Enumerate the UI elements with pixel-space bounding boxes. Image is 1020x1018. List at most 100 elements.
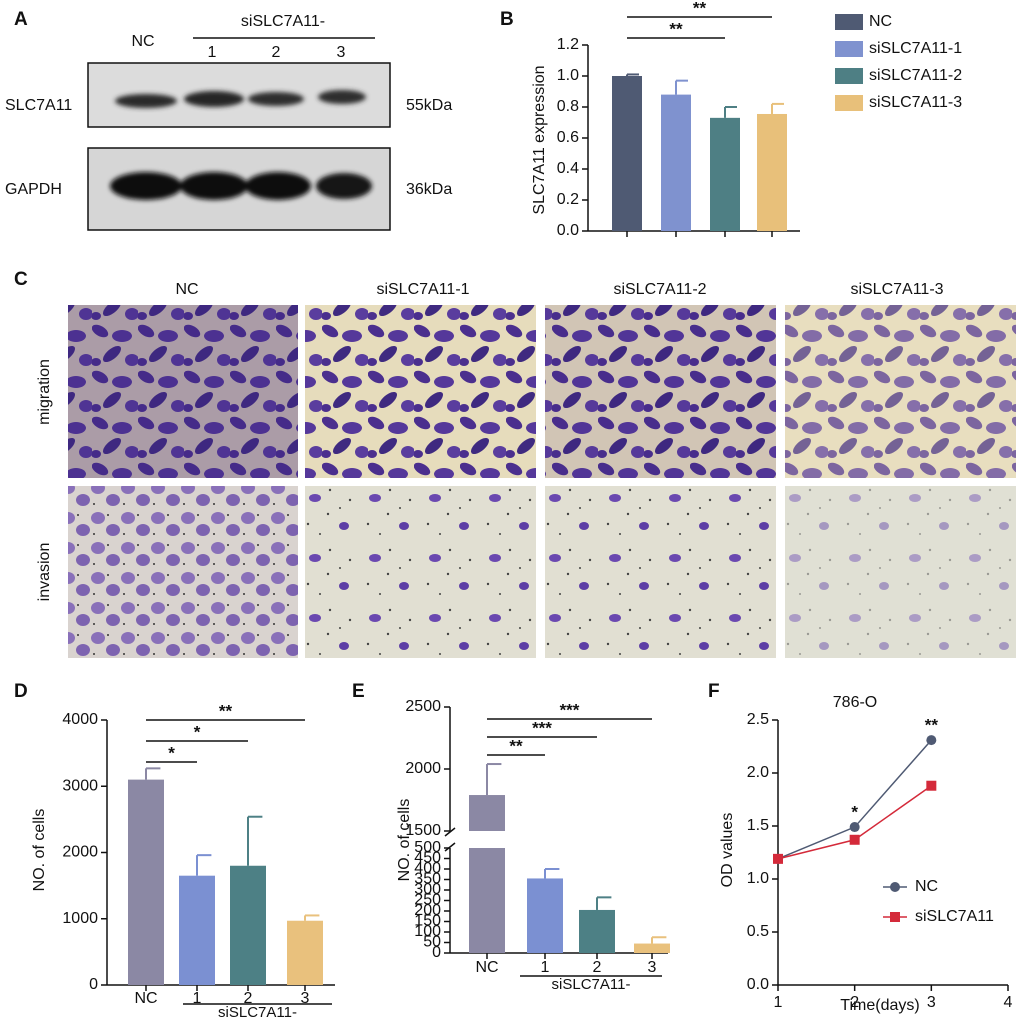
legend-swatch bbox=[835, 95, 863, 111]
significance-label: *** bbox=[560, 700, 580, 719]
legend-label: NC bbox=[915, 878, 938, 895]
x-tick-label: 2 bbox=[593, 959, 602, 976]
group-label: siSLC7A11- bbox=[552, 976, 631, 993]
bar bbox=[757, 113, 787, 231]
legend-marker bbox=[890, 912, 900, 922]
bar bbox=[469, 795, 505, 831]
x-tick-label: 3 bbox=[927, 994, 936, 1011]
bar bbox=[710, 117, 740, 231]
y-tick-label: 450 bbox=[414, 850, 441, 867]
x-tick-label: 1 bbox=[541, 959, 550, 976]
protein-label: SLC7A11 bbox=[5, 97, 72, 114]
y-axis-label: OD values bbox=[719, 813, 736, 888]
significance-label: * bbox=[851, 803, 858, 822]
group-label: siSLC7A11- bbox=[218, 1004, 297, 1018]
y-tick-label: 1.0 bbox=[747, 870, 769, 887]
y-tick-label: 1500 bbox=[405, 822, 441, 839]
bar bbox=[612, 76, 642, 231]
column-label: siSLC7A11-2 bbox=[613, 281, 706, 298]
y-tick-label: 2000 bbox=[62, 844, 98, 861]
y-tick-label: 2500 bbox=[405, 698, 441, 715]
marker bbox=[926, 735, 937, 746]
bar bbox=[128, 779, 164, 985]
column-label: NC bbox=[175, 281, 198, 298]
x-axis-label: Time(days) bbox=[840, 997, 919, 1014]
legend-label: siSLC7A11-3 bbox=[869, 94, 962, 111]
bar bbox=[579, 909, 615, 953]
y-tick-label: 150 bbox=[414, 913, 441, 930]
bar bbox=[661, 94, 691, 231]
y-tick-label: 350 bbox=[414, 871, 441, 888]
panel-label: A bbox=[14, 9, 28, 30]
column-label: siSLC7A11-1 bbox=[376, 281, 469, 298]
y-tick-label: 1000 bbox=[62, 910, 98, 927]
y-tick-label: 0.2 bbox=[557, 191, 579, 208]
panel-label: F bbox=[708, 681, 720, 702]
y-axis-label: NO. of cells bbox=[31, 809, 48, 892]
y-tick-label: 0.5 bbox=[747, 923, 769, 940]
axis-break bbox=[444, 827, 456, 837]
row-label: migration bbox=[36, 359, 53, 425]
lane-label: NC bbox=[131, 33, 154, 50]
bar bbox=[469, 848, 505, 953]
y-tick-label: 0.0 bbox=[557, 222, 579, 239]
y-tick-label: 4000 bbox=[62, 711, 98, 728]
x-tick-label: NC bbox=[475, 959, 498, 976]
y-tick-label: 0.0 bbox=[747, 976, 769, 993]
x-tick-label: 2 bbox=[244, 990, 253, 1007]
legend-marker bbox=[890, 882, 900, 892]
axis-break bbox=[444, 842, 456, 852]
y-tick-label: 2.5 bbox=[747, 711, 769, 728]
protein-label: GAPDH bbox=[5, 181, 62, 198]
y-tick-label: 0 bbox=[432, 944, 441, 961]
significance-label: ** bbox=[925, 716, 939, 735]
chart-title: 786-O bbox=[833, 694, 877, 711]
x-tick-label: 4 bbox=[1004, 994, 1013, 1011]
y-tick-label: 200 bbox=[414, 902, 441, 919]
panel-label: C bbox=[14, 269, 28, 290]
significance-label: ** bbox=[693, 0, 707, 17]
y-tick-label: 2.0 bbox=[747, 764, 769, 781]
legend-label: siSLC7A11-2 bbox=[869, 67, 962, 84]
significance-label: * bbox=[168, 743, 175, 762]
y-tick-label: 50 bbox=[423, 934, 441, 951]
x-tick-label: NC bbox=[134, 990, 157, 1007]
size-label: 36kDa bbox=[406, 181, 452, 198]
y-tick-label: 1.2 bbox=[557, 36, 579, 53]
y-tick-label: 0.8 bbox=[557, 98, 579, 115]
y-tick-label: 3000 bbox=[62, 777, 98, 794]
size-label: 55kDa bbox=[406, 97, 452, 114]
group-label: siSLC7A11- bbox=[241, 13, 325, 30]
legend-label: siSLC7A11 bbox=[915, 908, 994, 925]
x-tick-label: 1 bbox=[774, 994, 783, 1011]
bar bbox=[287, 920, 323, 985]
x-tick-label: 1 bbox=[193, 990, 202, 1007]
marker bbox=[849, 834, 860, 845]
legend-swatch bbox=[835, 14, 863, 30]
y-tick-label: 0 bbox=[89, 976, 98, 993]
y-axis-label: NO. of cells bbox=[396, 799, 413, 882]
column-label: siSLC7A11-3 bbox=[850, 281, 943, 298]
significance-label: ** bbox=[219, 701, 233, 720]
row-label: invasion bbox=[36, 543, 53, 602]
y-axis-label: SLC7A11 expression bbox=[531, 65, 548, 214]
bar bbox=[527, 878, 563, 953]
significance-label: * bbox=[194, 722, 201, 741]
bar bbox=[179, 875, 215, 985]
bar bbox=[634, 943, 670, 953]
y-tick-label: 2000 bbox=[405, 760, 441, 777]
panel-label: B bbox=[500, 9, 514, 30]
x-tick-label: 2 bbox=[850, 994, 859, 1011]
panel-label: D bbox=[14, 681, 28, 702]
y-tick-label: 1.5 bbox=[747, 817, 769, 834]
legend-label: NC bbox=[869, 13, 892, 30]
marker bbox=[849, 822, 860, 833]
y-tick-label: 1.0 bbox=[557, 67, 579, 84]
legend-swatch bbox=[835, 41, 863, 57]
marker bbox=[773, 853, 783, 864]
lane-label: 3 bbox=[337, 44, 346, 61]
lane-label: 2 bbox=[272, 44, 281, 61]
x-tick-label: 3 bbox=[301, 990, 310, 1007]
bar bbox=[230, 865, 266, 985]
